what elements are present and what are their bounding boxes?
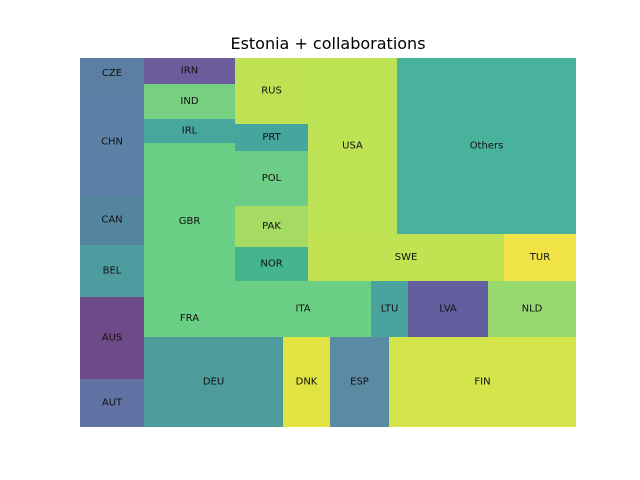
treemap-tiles: CZE CHN CAN BEL AUS AUT IRN IND IRL GBR FRA DEU RUS P… bbox=[80, 58, 576, 427]
tile-label-irl: IRL bbox=[182, 126, 198, 137]
tile-gbr bbox=[144, 143, 235, 300]
tile-label-aus: AUS bbox=[102, 333, 123, 344]
tile-others bbox=[397, 58, 576, 234]
tile-irl bbox=[144, 119, 235, 143]
tile-tur bbox=[504, 234, 576, 281]
tile-can bbox=[80, 195, 144, 245]
tile-ind bbox=[144, 84, 235, 119]
tile-label-bel: BEL bbox=[103, 266, 122, 277]
tile-fin bbox=[389, 337, 576, 427]
tile-ita bbox=[235, 281, 371, 337]
tile-label-rus: RUS bbox=[261, 86, 282, 97]
tile-irn bbox=[144, 58, 235, 84]
tile-nor bbox=[235, 247, 308, 281]
tile-prt bbox=[235, 124, 308, 151]
tile-label-aut: AUT bbox=[102, 398, 123, 409]
tile-label-pak: PAK bbox=[262, 221, 281, 232]
tile-esp bbox=[330, 337, 389, 427]
tile-deu bbox=[144, 337, 283, 427]
tile-label-others: Others bbox=[470, 141, 504, 152]
tile-label-usa: USA bbox=[342, 141, 363, 152]
tile-pak bbox=[235, 206, 308, 247]
tile-label-nld: NLD bbox=[522, 304, 543, 315]
tile-label-esp: ESP bbox=[350, 377, 369, 388]
tile-label-cze: CZE bbox=[102, 68, 122, 79]
tile-label-tur: TUR bbox=[529, 252, 550, 263]
tile-rus bbox=[235, 58, 308, 124]
tile-label-dnk: DNK bbox=[296, 377, 318, 388]
tile-label-deu: DEU bbox=[203, 377, 224, 388]
tile-chn bbox=[80, 89, 144, 195]
tile-label-ita: ITA bbox=[295, 304, 310, 315]
chart-title: Estonia + collaborations bbox=[230, 34, 425, 53]
tile-aut bbox=[80, 379, 144, 427]
tile-lva bbox=[408, 281, 488, 337]
tile-label-ind: IND bbox=[180, 96, 198, 107]
tile-label-chn: CHN bbox=[101, 137, 123, 148]
tile-pol bbox=[235, 151, 308, 206]
tile-label-nor: NOR bbox=[260, 259, 282, 270]
tile-usa bbox=[308, 58, 397, 234]
tile-dnk bbox=[283, 337, 330, 427]
tile-label-swe: SWE bbox=[395, 252, 418, 263]
tile-label-fin: FIN bbox=[474, 377, 490, 388]
tile-label-lva: LVA bbox=[439, 304, 457, 315]
tile-label-prt: PRT bbox=[262, 132, 281, 143]
tile-nld bbox=[488, 281, 576, 337]
tile-bel bbox=[80, 245, 144, 297]
tile-label-gbr: GBR bbox=[179, 216, 201, 227]
tile-label-fra: FRA bbox=[180, 313, 199, 324]
tile-label-pol: POL bbox=[262, 173, 282, 184]
tile-swe bbox=[308, 234, 504, 281]
tile-ltu bbox=[371, 281, 408, 337]
tile-label-can: CAN bbox=[101, 215, 122, 226]
tile-fra bbox=[144, 300, 235, 337]
tile-label-irn: IRN bbox=[181, 66, 198, 77]
tile-label-ltu: LTU bbox=[381, 304, 399, 315]
tile-cze bbox=[80, 58, 144, 89]
tile-aus bbox=[80, 297, 144, 379]
